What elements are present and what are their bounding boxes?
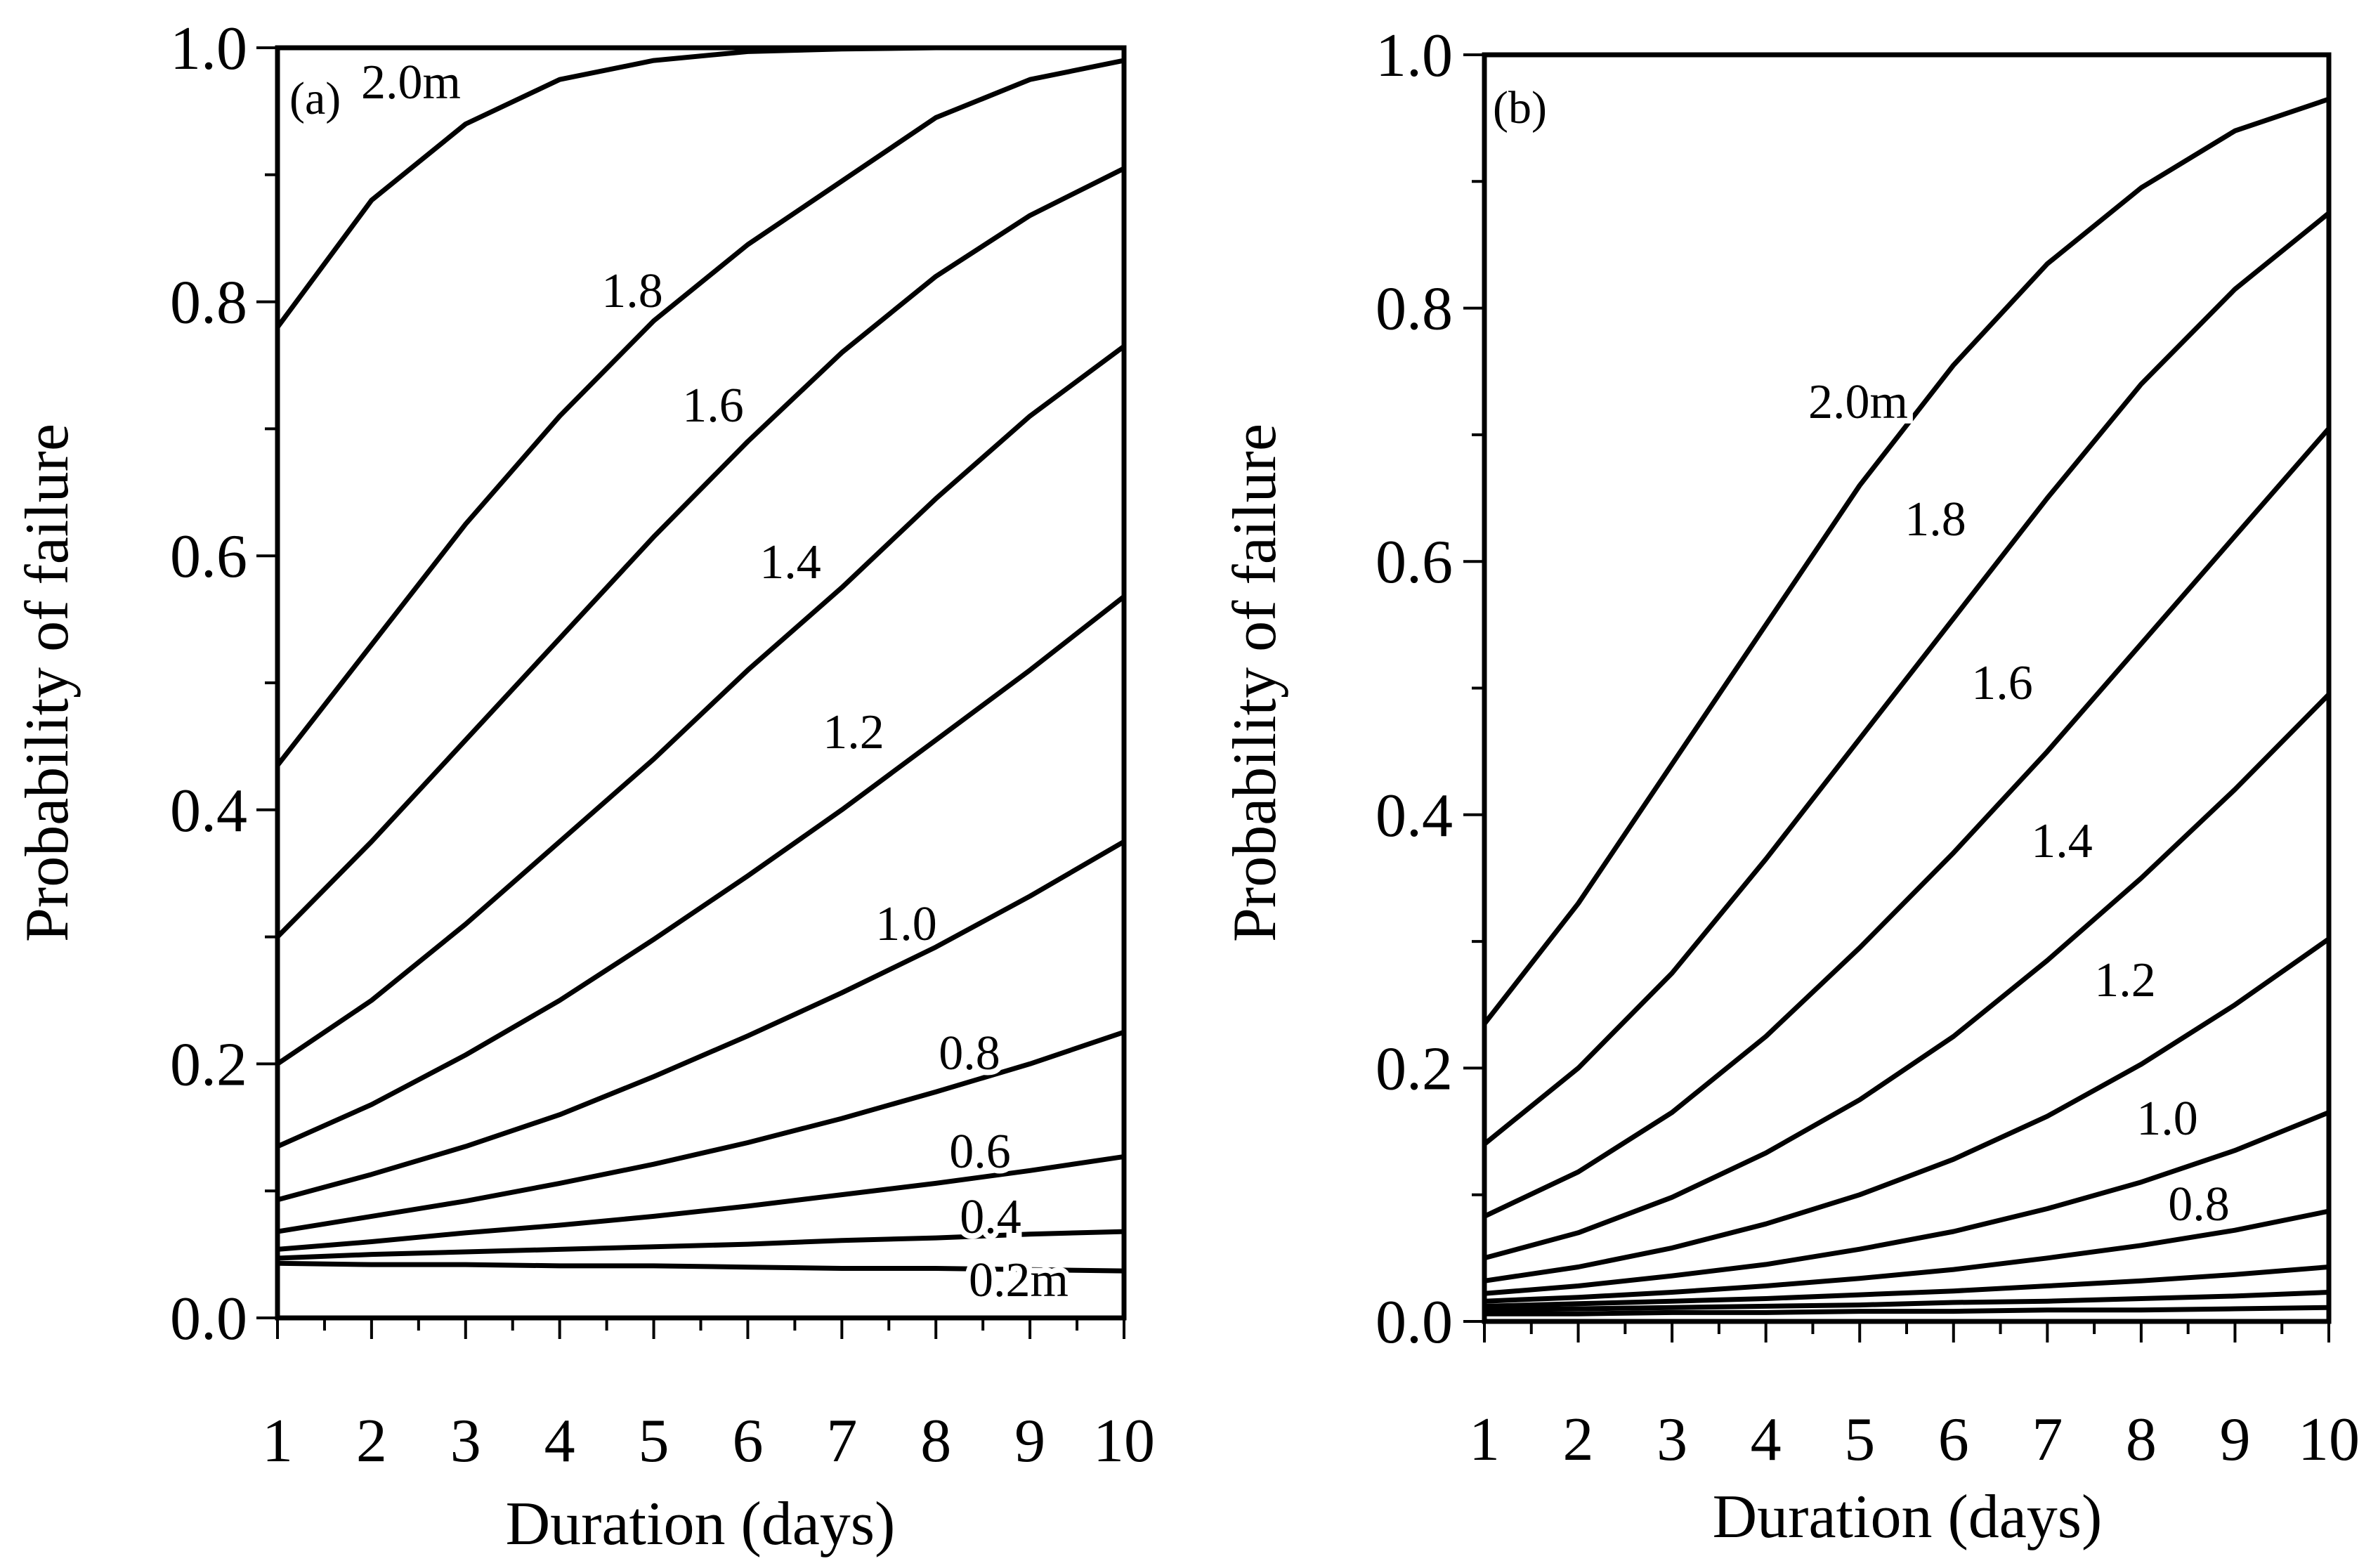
curve-b-unlabeled-8 [1482, 1290, 2332, 1313]
curve-b-1-4 [1482, 692, 2332, 1261]
curve-label-a-1-6: 1.6 [682, 379, 744, 433]
ticks-a [256, 46, 1125, 1339]
x-tick-label-a: 7 [826, 1407, 857, 1475]
curve-b-1-2 [1482, 936, 2332, 1283]
x-tick-label-a: 1 [262, 1407, 293, 1475]
x-tick-label-b: 2 [1563, 1406, 1594, 1474]
curve-label-a-0-4: 0.4 [960, 1190, 1021, 1244]
curve-b-1-0 [1482, 1110, 2332, 1296]
x-tick-label-a: 10 [1093, 1407, 1155, 1475]
curves-a [275, 45, 1127, 1274]
y-tick-label-a: 0.8 [170, 269, 247, 337]
panel-b: 1 2 3 4 5 6 7 8 9 10 0.0 0.2 0.4 0.6 0.8 1.0 2.0m 1.8 1.… [1221, 22, 2360, 1551]
curve-label-a-0-6: 0.6 [949, 1125, 1011, 1179]
y-tick-label-b: 0.2 [1376, 1035, 1453, 1103]
x-tick-label-b: 8 [2126, 1406, 2157, 1474]
y-tick-label-b: 1.0 [1376, 22, 1453, 90]
y-tick-label-b: 0.4 [1376, 782, 1453, 850]
x-tick-label-a: 8 [920, 1407, 951, 1475]
x-tick-label-b: 6 [1938, 1406, 1969, 1474]
curve-label-a-0-8: 0.8 [939, 1026, 1000, 1080]
x-tick-label-b: 5 [1844, 1406, 1875, 1474]
y-tick-label-b: 0.6 [1376, 528, 1453, 596]
curve-label-b-1-6: 1.6 [1971, 656, 2033, 710]
curve-label-b-1-8: 1.8 [1905, 492, 1966, 547]
x-tick-label-b: 3 [1657, 1406, 1687, 1474]
curve-label-b-1-4: 1.4 [2031, 814, 2093, 868]
x-tick-label-b: 10 [2298, 1406, 2360, 1474]
curve-label-a-1-0: 1.0 [875, 897, 937, 951]
curve-label-a-2-0m: 2.0m [361, 55, 461, 110]
curve-label-b-2-0m: 2.0m [1808, 375, 1908, 429]
x-tick-label-b: 4 [1751, 1406, 1782, 1474]
curve-b-0-8 [1482, 1208, 2332, 1304]
x-tick-label-a: 4 [544, 1407, 575, 1475]
y-tick-label-a: 0.0 [170, 1285, 247, 1353]
curves-b [1482, 96, 2332, 1317]
x-tick-labels-b: 1 2 3 4 5 6 7 8 9 10 [1469, 1406, 2360, 1474]
curve-a-0-2m [275, 1260, 1127, 1274]
curve-b-2-0m [1482, 96, 2332, 1026]
x-tick-label-b: 7 [2032, 1406, 2063, 1474]
y-tick-labels-b: 0.0 0.2 0.4 0.6 0.8 1.0 [1376, 22, 1453, 1357]
x-axis-label-b: Duration (days) [1713, 1483, 2103, 1551]
y-tick-label-a: 0.6 [170, 523, 247, 591]
y-axis-label-b: Probability of failure [1221, 424, 1289, 942]
curve-a-1-4 [275, 344, 1127, 1066]
curve-label-a-1-4: 1.4 [759, 535, 821, 589]
ticks-b [1463, 53, 2330, 1342]
curve-b-1-6 [1482, 426, 2332, 1219]
x-tick-label-a: 6 [732, 1407, 763, 1475]
x-tick-label-a: 5 [639, 1407, 669, 1475]
curve-label-a-1-2: 1.2 [823, 705, 884, 759]
curve-labels-b: 2.0m 1.8 1.6 1.4 1.2 1.0 0.8 [1803, 370, 2235, 1237]
curve-label-b-0-8: 0.8 [2168, 1177, 2230, 1231]
curve-a-1-6 [275, 166, 1127, 940]
y-tick-label-a: 0.4 [170, 777, 247, 845]
curve-a-1-0 [275, 839, 1127, 1203]
curve-label-b-1-2: 1.2 [2094, 953, 2156, 1007]
x-tick-labels-a: 1 2 3 4 5 6 7 8 9 10 [262, 1407, 1155, 1475]
curve-b-unlabeled-7 [1482, 1265, 2332, 1309]
curve-label-a-1-8: 1.8 [601, 264, 663, 318]
curve-b-unlabeled-9 [1482, 1305, 2332, 1317]
x-tick-label-b: 9 [2219, 1406, 2250, 1474]
y-tick-label-b: 0.0 [1376, 1288, 1453, 1357]
panel-a: 1 2 3 4 5 6 7 8 9 10 0.0 0.2 0.4 0.6 0.8 1.0 2.0m 1.8 1.… [13, 15, 1155, 1558]
x-tick-label-a: 2 [356, 1407, 387, 1475]
curve-label-a-0-2m: 0.2m [969, 1253, 1069, 1307]
x-axis-label-a: Duration (days) [506, 1490, 896, 1558]
y-tick-labels-a: 0.0 0.2 0.4 0.6 0.8 1.0 [170, 15, 247, 1353]
curve-label-b-1-0: 1.0 [2136, 1092, 2198, 1146]
curve-a-0-6 [275, 1154, 1127, 1252]
panel-label-a: (a) [289, 73, 341, 124]
x-tick-label-a: 9 [1014, 1407, 1045, 1475]
curve-a-2-0m [275, 45, 1127, 330]
curve-a-1-2 [275, 594, 1127, 1149]
curve-a-0-4 [275, 1229, 1127, 1261]
panel-label-b: (b) [1493, 82, 1547, 133]
curve-labels-a: 2.0m 1.8 1.6 1.4 1.2 1.0 0.8 0.6 0.4 0.2m [355, 50, 1074, 1313]
x-tick-label-b: 1 [1469, 1406, 1500, 1474]
plot-frame-b [1482, 52, 2332, 1324]
curve-a-1-8 [275, 58, 1127, 768]
y-tick-label-a: 1.0 [170, 15, 247, 83]
x-tick-label-a: 3 [450, 1407, 481, 1475]
curve-a-0-8 [275, 1029, 1127, 1234]
y-axis-label-a: Probability of failure [13, 424, 81, 942]
curve-b-1-8 [1482, 210, 2332, 1147]
y-tick-label-b: 0.8 [1376, 275, 1453, 344]
y-tick-label-a: 0.2 [170, 1031, 247, 1099]
